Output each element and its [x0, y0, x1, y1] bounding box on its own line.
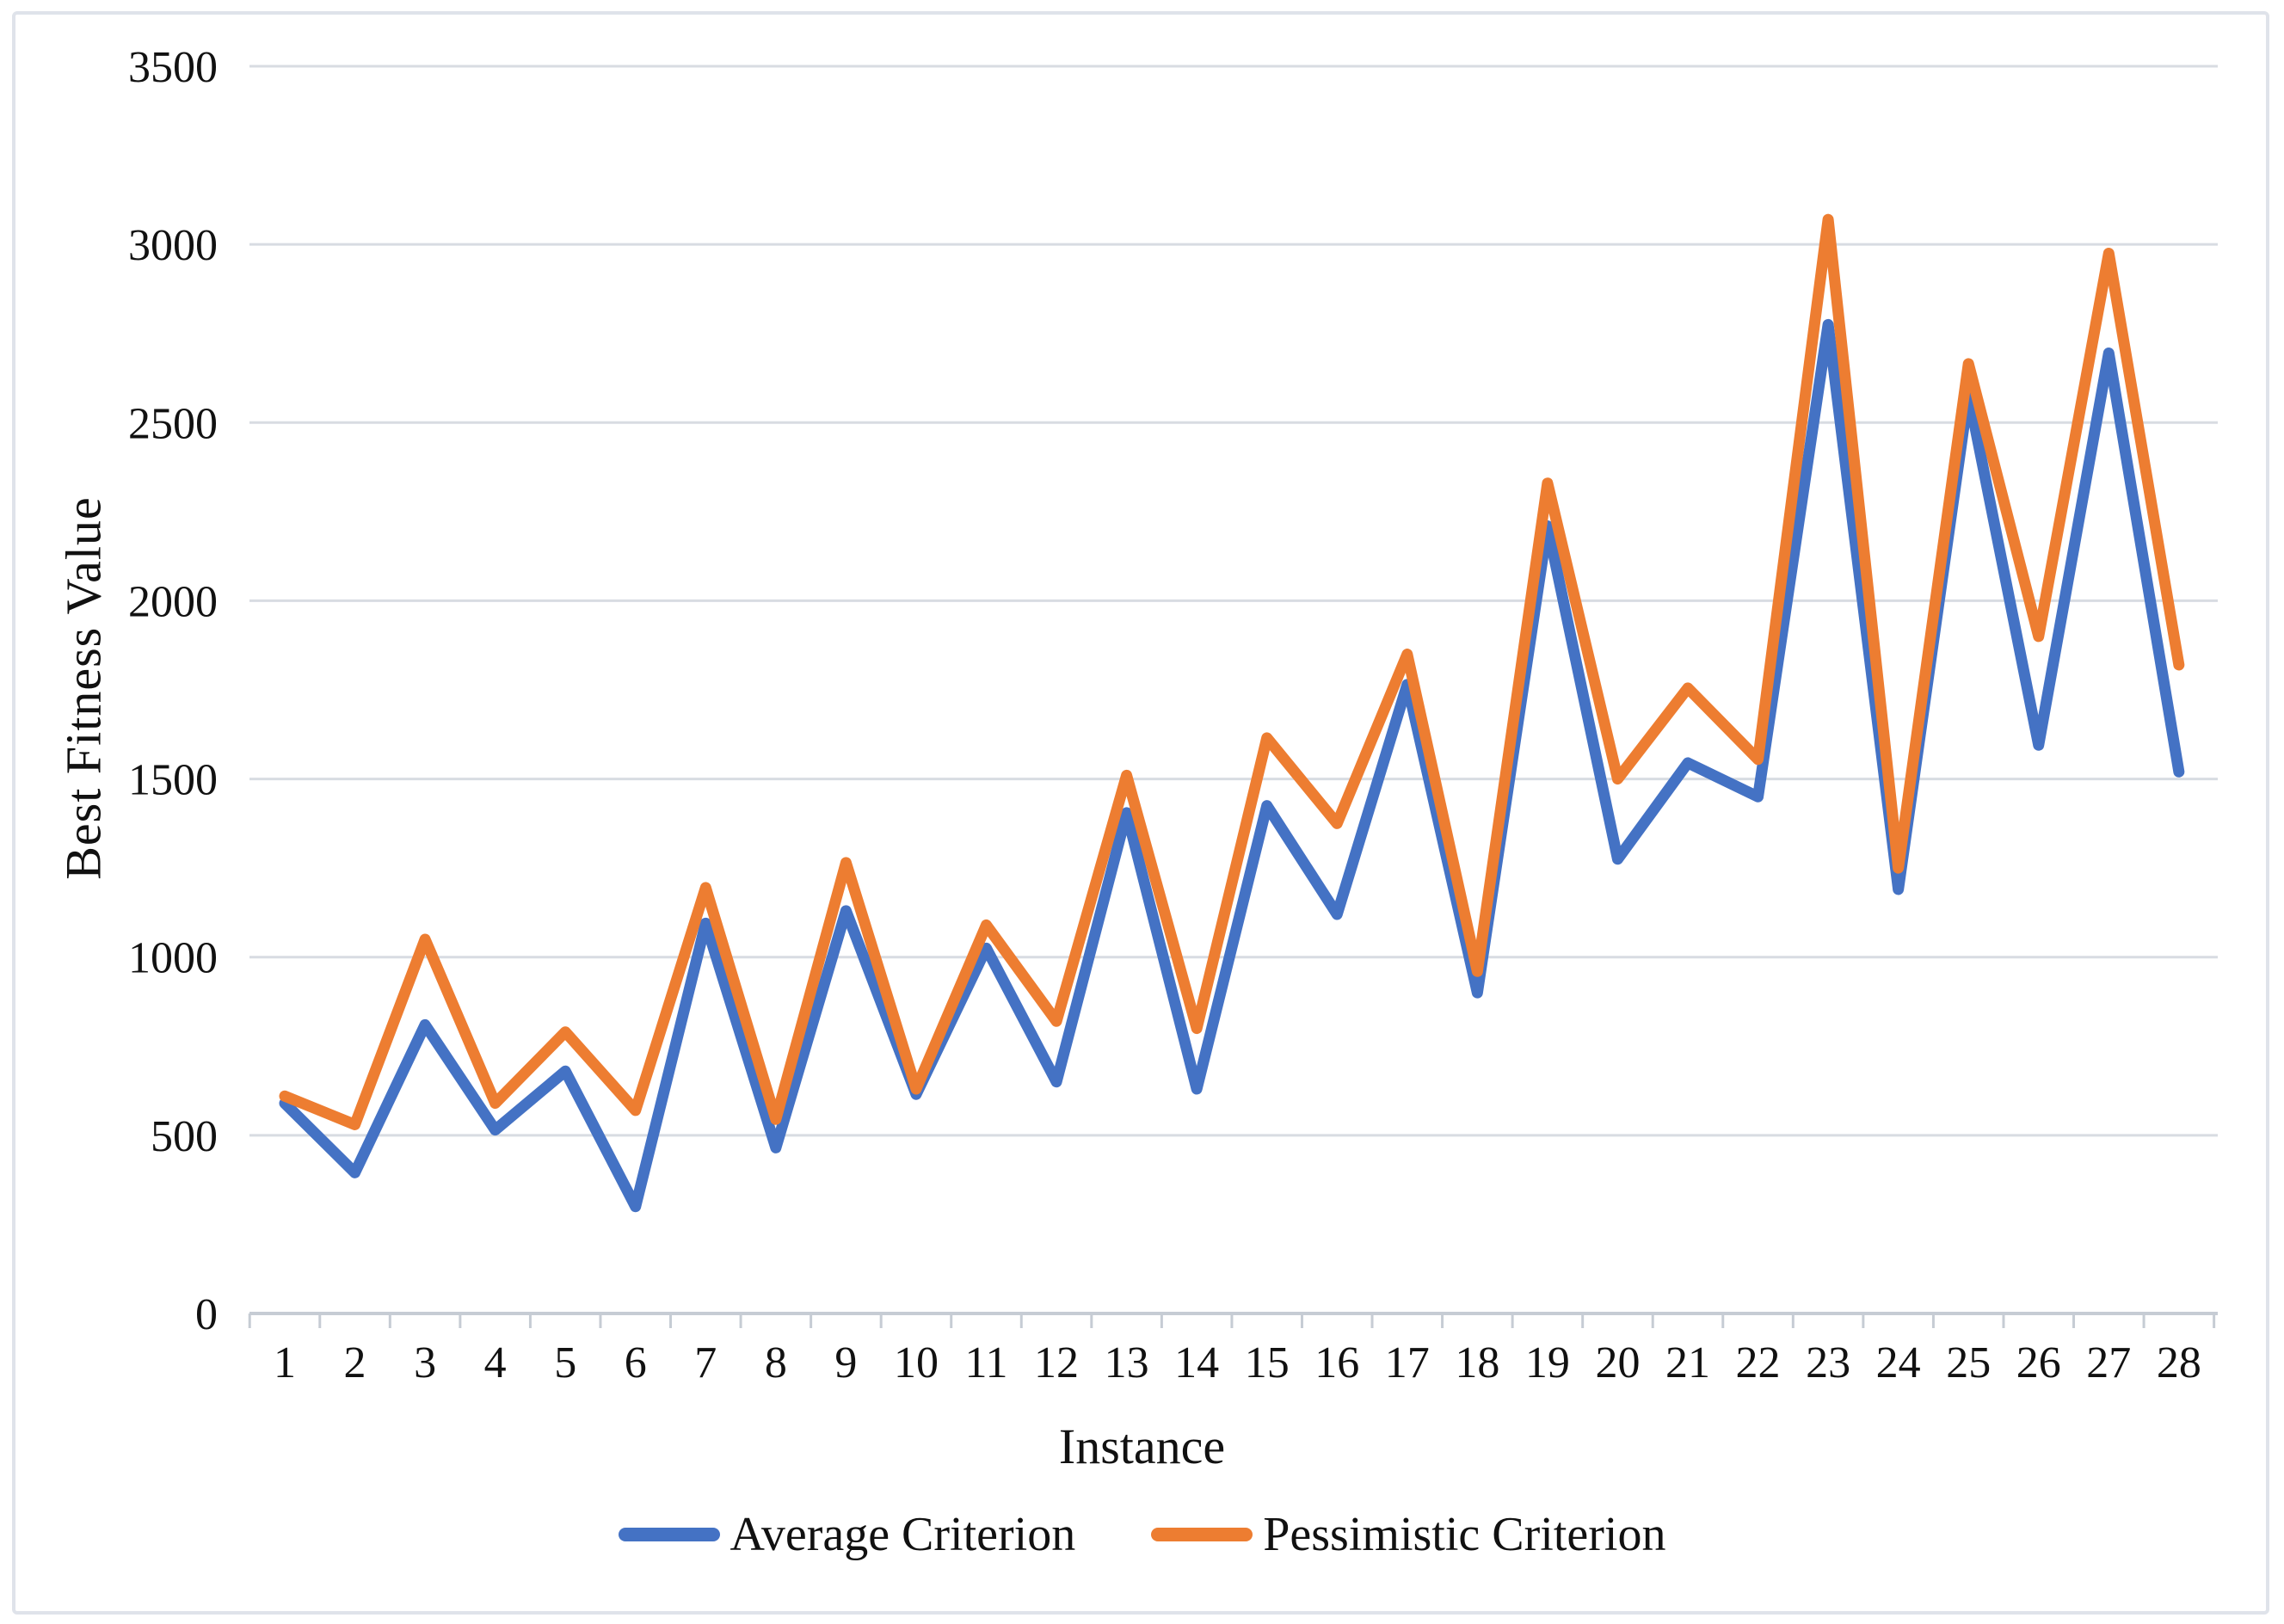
- x-tick-label: 7: [694, 1338, 717, 1387]
- legend-label-average: Average Criterion: [730, 1508, 1076, 1561]
- x-tick-label: 18: [1455, 1338, 1499, 1387]
- x-tick-label: 27: [2086, 1338, 2131, 1387]
- x-tick-label: 28: [2157, 1338, 2201, 1387]
- y-axis-title: Best Fitness Value: [55, 496, 112, 880]
- x-tick-label: 11: [964, 1338, 1007, 1387]
- x-tick-label: 2: [344, 1338, 366, 1387]
- x-tick-label: 14: [1174, 1338, 1219, 1387]
- legend-swatch-pessimistic: [1151, 1528, 1253, 1541]
- x-axis-title: Instance: [1058, 1418, 1226, 1474]
- x-tick-label: 10: [894, 1338, 939, 1387]
- x-tick-label: 15: [1245, 1338, 1290, 1387]
- y-tick-label: 2000: [128, 577, 218, 626]
- x-tick-label: 12: [1034, 1338, 1079, 1387]
- series-line-pessimistic-criterion: [279, 213, 2185, 1130]
- x-tick-label: 20: [1595, 1338, 1640, 1387]
- x-tick-label: 19: [1525, 1338, 1570, 1387]
- x-tick-label: 25: [1946, 1338, 1991, 1387]
- legend-item-average: Average Criterion: [618, 1507, 1076, 1562]
- x-tick-label: 1: [274, 1338, 296, 1387]
- y-tick-label: 2500: [128, 399, 218, 448]
- y-tick-label: 3000: [128, 221, 218, 270]
- x-tick-label: 9: [834, 1338, 857, 1387]
- y-tick-label: 3500: [128, 43, 218, 92]
- x-tick-label: 13: [1105, 1338, 1149, 1387]
- y-tick-label: 1500: [128, 756, 218, 805]
- x-tick-label: 8: [765, 1338, 787, 1387]
- series-line-average-criterion: [279, 318, 2185, 1213]
- y-tick-label: 0: [195, 1290, 218, 1339]
- legend-label-pessimistic: Pessimistic Criterion: [1263, 1508, 1666, 1561]
- x-tick-label: 17: [1385, 1338, 1430, 1387]
- x-tick-label: 4: [484, 1338, 507, 1387]
- x-tick-label: 24: [1876, 1338, 1921, 1387]
- x-tick-label: 6: [625, 1338, 647, 1387]
- x-tick-label: 21: [1665, 1338, 1710, 1387]
- x-tick-label: 23: [1806, 1338, 1850, 1387]
- legend-item-pessimistic: Pessimistic Criterion: [1151, 1507, 1665, 1562]
- x-tick-label: 5: [554, 1338, 576, 1387]
- x-tick-label: 3: [414, 1338, 436, 1387]
- x-tick-label: 26: [2016, 1338, 2061, 1387]
- y-tick-label: 500: [151, 1112, 218, 1161]
- legend: Average Criterion Pessimistic Criterion: [0, 1507, 2284, 1562]
- y-tick-label: 1000: [128, 934, 218, 983]
- x-tick-label: 22: [1736, 1338, 1781, 1387]
- legend-swatch-average: [618, 1528, 720, 1541]
- x-tick-label: 16: [1314, 1338, 1359, 1387]
